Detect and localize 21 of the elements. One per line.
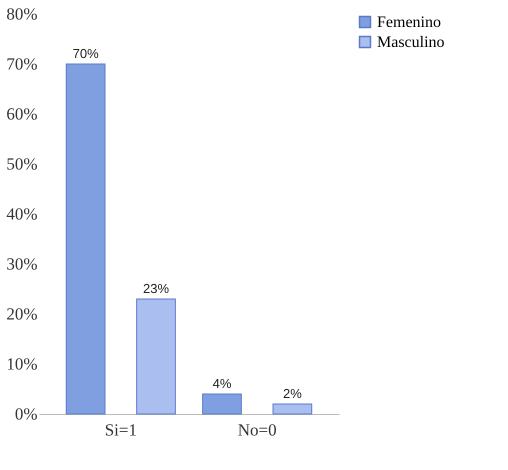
y-tick-label: 0% (14, 404, 38, 424)
y-tick-label: 20% (6, 304, 38, 324)
x-tick-label: Si=1 (104, 420, 137, 440)
bar (66, 64, 106, 414)
y-tick-label: 80% (6, 4, 38, 24)
data-label: 23% (142, 281, 170, 296)
bar (202, 394, 242, 414)
y-tick-label: 50% (6, 154, 38, 174)
y-tick-label: 40% (6, 204, 38, 224)
bar (272, 404, 312, 414)
legend-label: Masculino (377, 34, 445, 51)
y-tick-label: 60% (6, 104, 38, 124)
bar (136, 298, 176, 414)
data-label: 4% (212, 376, 232, 391)
data-label: 2% (282, 386, 302, 401)
y-tick-label: 70% (6, 54, 38, 74)
y-tick-label: 30% (6, 254, 38, 274)
legend-label: Femenino (377, 14, 441, 31)
x-tick-label: No=0 (238, 420, 277, 440)
y-tick-label: 10% (6, 354, 38, 374)
data-label: 70% (72, 46, 100, 61)
